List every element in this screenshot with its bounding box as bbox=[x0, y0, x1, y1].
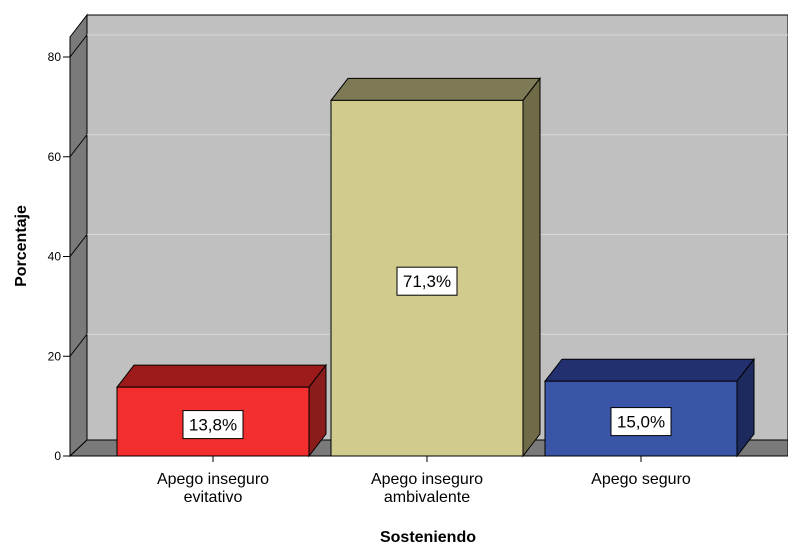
data-label: 71,3% bbox=[403, 272, 451, 291]
bar: 13,8% bbox=[115, 363, 328, 458]
data-label-box bbox=[610, 407, 672, 437]
y-axis: 0 20 40 60 80 bbox=[48, 37, 71, 463]
y-axis-title: Porcentaje bbox=[13, 205, 30, 287]
chart-left-wall bbox=[69, 13, 88, 458]
bar: 15,0% bbox=[543, 357, 756, 458]
x-tick-label: evitativo bbox=[184, 489, 243, 506]
gridline-side bbox=[69, 333, 88, 357]
x-tick-label: Apego seguro bbox=[591, 471, 691, 488]
data-label: 15,0% bbox=[617, 413, 665, 432]
x-tick-label: ambivalente bbox=[384, 489, 470, 506]
data-label-box bbox=[396, 266, 458, 296]
gridline-side bbox=[69, 134, 88, 158]
gridline-side bbox=[69, 234, 88, 257]
bar: 71,3% bbox=[329, 76, 542, 458]
x-tick-label: Apego inseguro bbox=[371, 471, 483, 488]
bar-top-face bbox=[115, 364, 328, 388]
y-tick-label: 0 bbox=[54, 449, 61, 463]
y-tick-label: 60 bbox=[48, 150, 62, 164]
bar-top-face bbox=[329, 77, 542, 101]
data-label-box bbox=[182, 410, 244, 440]
y-tick-label: 20 bbox=[48, 349, 62, 363]
y-tick-label: 80 bbox=[48, 50, 62, 64]
bar-side-face bbox=[522, 76, 541, 458]
bars: 13,8% 71,3% 15,0% bbox=[115, 76, 756, 458]
bar-top-face bbox=[543, 358, 756, 382]
data-label: 13,8% bbox=[189, 416, 237, 435]
x-tick-label: Apego inseguro bbox=[157, 471, 269, 488]
y-tick-label: 40 bbox=[48, 250, 62, 264]
gridline-side bbox=[69, 34, 88, 58]
x-axis-title: Sosteniendo bbox=[380, 529, 476, 546]
